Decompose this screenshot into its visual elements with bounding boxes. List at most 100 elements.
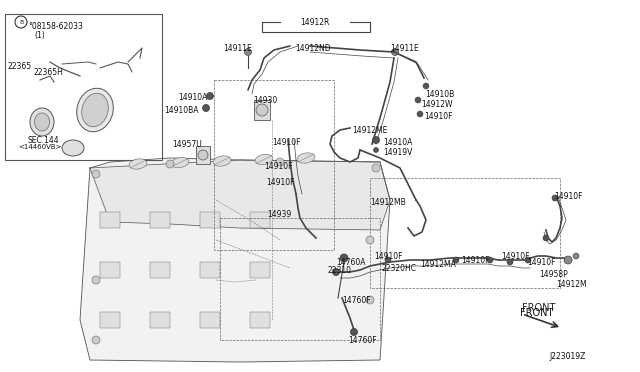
Ellipse shape <box>171 157 189 168</box>
Text: 14910F: 14910F <box>266 178 294 187</box>
Text: 14912ND: 14912ND <box>295 44 331 53</box>
Circle shape <box>92 170 100 178</box>
Bar <box>100 212 120 228</box>
Circle shape <box>372 164 380 172</box>
Text: 14912R: 14912R <box>300 18 330 27</box>
Bar <box>200 312 220 328</box>
Bar <box>370 178 560 288</box>
Text: 14930: 14930 <box>253 96 277 105</box>
Circle shape <box>340 254 348 262</box>
Bar <box>200 262 220 278</box>
Text: 14910F: 14910F <box>501 252 529 261</box>
Circle shape <box>351 328 358 336</box>
Text: 14760F: 14760F <box>348 336 376 345</box>
Text: 14912M: 14912M <box>556 280 587 289</box>
Bar <box>214 80 334 250</box>
Text: 14910F: 14910F <box>272 138 301 147</box>
Text: 14912MA: 14912MA <box>420 260 456 269</box>
Bar <box>220 218 380 340</box>
Ellipse shape <box>35 113 49 131</box>
Text: °08158-62033: °08158-62033 <box>28 22 83 31</box>
Ellipse shape <box>62 140 84 156</box>
Bar <box>5 14 162 160</box>
Text: 22320HC: 22320HC <box>381 264 416 273</box>
Circle shape <box>92 276 100 284</box>
Circle shape <box>385 257 391 263</box>
Text: <14460VB>: <14460VB> <box>18 144 61 150</box>
Circle shape <box>207 93 214 99</box>
Ellipse shape <box>297 153 315 163</box>
Circle shape <box>166 160 174 168</box>
Ellipse shape <box>255 154 273 165</box>
Circle shape <box>372 137 380 144</box>
Bar <box>150 212 170 228</box>
Ellipse shape <box>129 159 147 169</box>
Bar <box>100 312 120 328</box>
Bar <box>196 146 210 164</box>
Circle shape <box>202 105 209 112</box>
Bar <box>254 100 270 120</box>
Bar <box>250 212 270 228</box>
Circle shape <box>333 269 339 276</box>
Text: 14958P: 14958P <box>539 270 568 279</box>
Text: 14910BA: 14910BA <box>164 106 198 115</box>
Circle shape <box>366 296 374 304</box>
Text: 14760F: 14760F <box>342 296 371 305</box>
Text: 14939: 14939 <box>267 210 291 219</box>
Text: 14912W: 14912W <box>421 100 452 109</box>
Circle shape <box>543 235 549 241</box>
Ellipse shape <box>30 108 54 136</box>
Circle shape <box>415 97 421 103</box>
Circle shape <box>573 253 579 259</box>
Text: 14760A: 14760A <box>336 258 365 267</box>
Circle shape <box>244 48 252 55</box>
Text: 14911E: 14911E <box>223 44 252 53</box>
Bar <box>250 312 270 328</box>
Circle shape <box>564 256 572 264</box>
Text: SEC.144: SEC.144 <box>28 136 60 145</box>
Text: 14911E: 14911E <box>390 44 419 53</box>
Text: FRONT: FRONT <box>520 308 554 318</box>
Text: 14910A: 14910A <box>383 138 412 147</box>
Circle shape <box>92 336 100 344</box>
Circle shape <box>392 48 399 55</box>
Text: 22310: 22310 <box>328 266 352 275</box>
Text: 14910A: 14910A <box>178 93 207 102</box>
Bar <box>150 262 170 278</box>
Bar <box>150 312 170 328</box>
Circle shape <box>487 257 493 263</box>
Text: (1): (1) <box>34 31 45 40</box>
Text: 14910B: 14910B <box>425 90 454 99</box>
Polygon shape <box>90 160 390 230</box>
Text: 22365H: 22365H <box>34 68 64 77</box>
Ellipse shape <box>82 93 108 127</box>
Circle shape <box>525 257 531 263</box>
Bar <box>250 262 270 278</box>
Circle shape <box>366 236 374 244</box>
Text: 22365: 22365 <box>8 62 32 71</box>
Text: FRONT: FRONT <box>522 303 556 313</box>
Circle shape <box>507 259 513 265</box>
Text: 14957U: 14957U <box>172 140 202 149</box>
Circle shape <box>198 150 208 160</box>
Circle shape <box>276 158 284 166</box>
Bar <box>200 212 220 228</box>
Text: 14912ME: 14912ME <box>352 126 387 135</box>
Text: 14910F: 14910F <box>527 258 556 267</box>
Text: 14919V: 14919V <box>383 148 412 157</box>
Ellipse shape <box>77 88 113 132</box>
Circle shape <box>15 16 27 28</box>
Circle shape <box>552 195 558 201</box>
Ellipse shape <box>213 156 231 166</box>
Text: 14912MB: 14912MB <box>370 198 406 207</box>
Circle shape <box>453 257 459 263</box>
Text: 14910F: 14910F <box>264 162 292 171</box>
Circle shape <box>417 111 423 117</box>
Text: B: B <box>19 19 23 25</box>
Text: 14910F: 14910F <box>461 256 490 265</box>
Circle shape <box>256 104 268 116</box>
Text: 14910F: 14910F <box>424 112 452 121</box>
Text: J223019Z: J223019Z <box>549 352 586 361</box>
Text: 14910F: 14910F <box>554 192 582 201</box>
Circle shape <box>374 148 378 153</box>
